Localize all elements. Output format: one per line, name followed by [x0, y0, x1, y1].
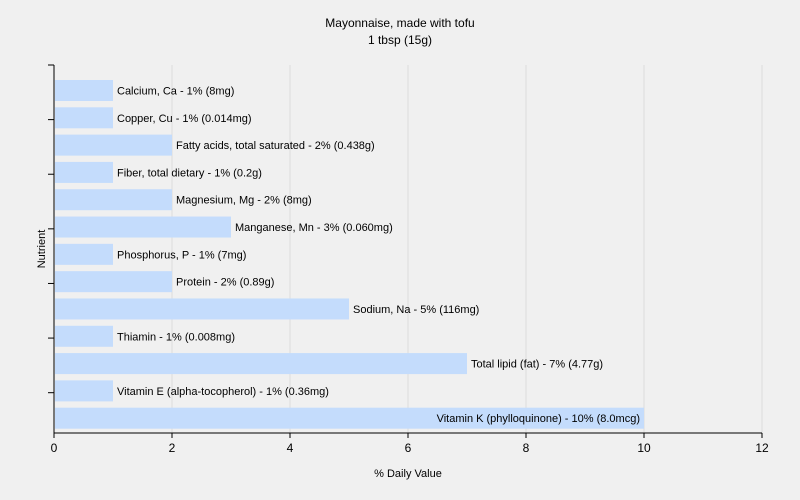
bar — [55, 134, 172, 156]
bar-data-label: Fiber, total dietary - 1% (0.2g) — [117, 167, 262, 179]
bar — [55, 271, 172, 293]
x-tick-label: 0 — [51, 441, 58, 455]
bars-group: Calcium, Ca - 1% (8mg) Copper, Cu - 1% (0… — [55, 80, 644, 429]
bar — [55, 107, 113, 129]
axes-group: 0 2 4 6 8 10 12 — [48, 64, 769, 455]
bar-data-label: Phosphorus, P - 1% (7mg) — [117, 249, 246, 261]
bar-data-label: Vitamin K (phylloquinone) - 10% (8.0mcg) — [437, 413, 640, 425]
chart-title: Mayonnaise, made with tofu — [325, 16, 474, 30]
bar-data-label: Fatty acids, total saturated - 2% (0.438… — [176, 140, 375, 152]
bar — [55, 216, 231, 238]
bar — [55, 243, 113, 265]
bar — [55, 325, 113, 347]
x-tick-label: 4 — [287, 441, 294, 455]
bar — [55, 298, 349, 320]
x-tick-label: 2 — [169, 441, 176, 455]
bar — [55, 80, 113, 101]
bar-data-label: Sodium, Na - 5% (116mg) — [353, 304, 479, 316]
bar — [55, 189, 172, 211]
bar — [55, 407, 644, 429]
x-tick-label: 6 — [405, 441, 412, 455]
chart-subtitle: 1 tbsp (15g) — [368, 33, 432, 47]
bar — [55, 380, 113, 402]
bar-data-label: Copper, Cu - 1% (0.014mg) — [117, 113, 252, 125]
bar-data-label: Total lipid (fat) - 7% (4.77g) — [471, 359, 603, 371]
gridlines — [171, 65, 763, 433]
y-axis-label: Nutrient — [36, 230, 48, 269]
bar — [55, 161, 113, 183]
bar-data-label: Thiamin - 1% (0.008mg) — [117, 331, 235, 343]
bar-data-label: Manganese, Mn - 3% (0.060mg) — [235, 222, 393, 234]
bar-data-label: Vitamin E (alpha-tocopherol) - 1% (0.36m… — [117, 386, 329, 398]
bar-data-label: Calcium, Ca - 1% (8mg) — [117, 86, 234, 98]
x-tick-label: 10 — [637, 441, 651, 455]
x-tick-label: 12 — [755, 441, 769, 455]
bar-data-label: Magnesium, Mg - 2% (8mg) — [176, 195, 312, 207]
x-axis-label: % Daily Value — [374, 468, 442, 480]
bar — [55, 353, 467, 375]
bar-data-label: Protein - 2% (0.89g) — [176, 277, 274, 289]
x-tick-label: 8 — [523, 441, 530, 455]
